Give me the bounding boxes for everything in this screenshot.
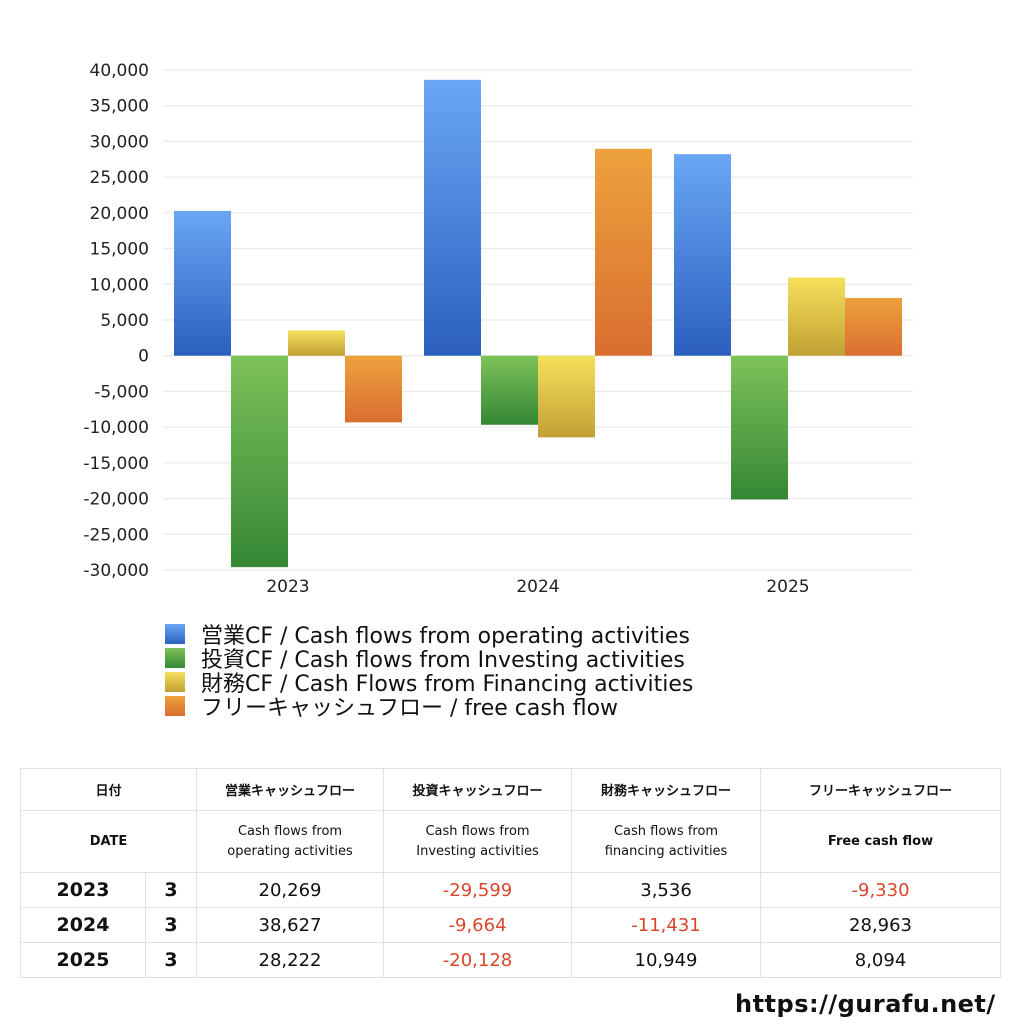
- row-free: 8,094: [760, 942, 1002, 978]
- x-category-label: 2025: [766, 577, 809, 597]
- header-operating-en: Cash flows from operating activities: [196, 810, 385, 873]
- row-financing: 10,949: [571, 942, 762, 978]
- row-operating: 20,269: [196, 872, 385, 908]
- bar-free-2024: [595, 148, 652, 356]
- header-date-en: DATE: [19, 810, 198, 873]
- legend-label-free: フリーキャッシュフロー / free cash flow: [201, 696, 619, 721]
- row-financing: -11,431: [571, 907, 762, 943]
- header-financing-jp: 財務キャッシュフロー: [571, 768, 762, 811]
- bar-financing-2023: [288, 330, 345, 356]
- header-operating-en-line1: Cash flows from: [237, 823, 343, 839]
- bar-operating-2023: [174, 210, 231, 356]
- legend-swatch-investing: [165, 648, 185, 668]
- legend-label-investing: 投資CF / Cash flows from Investing activit…: [201, 648, 685, 673]
- row-month: 3: [144, 942, 198, 978]
- y-tick-label: 15,000: [90, 240, 149, 260]
- bar-investing-2025: [731, 355, 788, 500]
- header-financing-en: Cash flows from financing activities: [571, 810, 762, 873]
- y-tick-label: 20,000: [90, 204, 149, 224]
- legend-label-operating: 営業CF / Cash flows from operating activit…: [201, 624, 690, 649]
- row-operating: 28,222: [196, 942, 385, 978]
- row-month: 3: [144, 872, 198, 908]
- bar-free-2025: [845, 297, 902, 356]
- table-header-row-en: DATE Cash flows from operating activitie…: [19, 810, 1002, 873]
- legend-item-investing: 投資CF / Cash flows from Investing activit…: [165, 646, 865, 673]
- row-operating: 38,627: [196, 907, 385, 943]
- bar-investing-2024: [481, 355, 538, 425]
- row-year: 2025: [20, 942, 146, 978]
- x-category-label: 2024: [516, 577, 559, 597]
- bar-financing-2025: [788, 277, 845, 356]
- legend-label-financing: 財務CF / Cash Flows from Financing activit…: [201, 672, 694, 697]
- table-row: 2023 3 20,269 -29,599 3,536 -9,330: [20, 872, 1002, 908]
- legend-swatch-operating: [165, 624, 185, 644]
- table-row: 2025 3 28,222 -20,128 10,949 8,094: [20, 942, 1002, 978]
- cash-flow-bar-chart: 40,000 35,000 30,000 25,000 20,000 15,000 10,0…: [83, 61, 913, 597]
- row-free: -9,330: [760, 872, 1002, 908]
- table-header-row-jp: 日付 営業キャッシュフロー 投資キャッシュフロー 財務キャッシュフロー フリーキ…: [19, 768, 1002, 811]
- header-free-jp: フリーキャッシュフロー: [760, 768, 1002, 811]
- row-financing: 3,536: [571, 872, 762, 908]
- y-tick-label: 5,000: [100, 311, 149, 331]
- y-tick-label: 10,000: [90, 275, 149, 295]
- header-investing-en-line1: Cash flows from: [425, 823, 530, 839]
- bar-free-2023: [345, 355, 402, 423]
- y-tick-label: 35,000: [90, 97, 149, 117]
- bars: [174, 79, 902, 568]
- y-tick-label: 30,000: [90, 132, 149, 152]
- bar-operating-2025: [674, 154, 731, 356]
- y-axis-ticks: 40,000 35,000 30,000 25,000 20,000 15,000 10,0…: [83, 61, 149, 581]
- header-operating-en-line2: operating activities: [227, 843, 353, 859]
- bar-financing-2024: [538, 355, 595, 438]
- header-investing-en: Cash flows from Investing activities: [383, 810, 573, 873]
- header-financing-en-line2: financing activities: [604, 843, 728, 859]
- y-tick-label: -30,000: [83, 561, 149, 581]
- header-financing-en-line1: Cash flows from: [613, 823, 719, 839]
- bar-investing-2023: [231, 355, 288, 568]
- row-month: 3: [144, 907, 198, 943]
- header-operating-jp: 営業キャッシュフロー: [196, 768, 385, 811]
- row-free: 28,963: [760, 907, 1002, 943]
- header-investing-jp: 投資キャッシュフロー: [383, 768, 573, 811]
- cash-flow-table: 日付 営業キャッシュフロー 投資キャッシュフロー 財務キャッシュフロー フリーキ…: [19, 768, 1002, 978]
- x-axis-categories: 2023 2024 2025: [266, 577, 809, 597]
- legend: 営業CF / Cash flows from operating activit…: [165, 622, 865, 721]
- y-tick-label: -5,000: [94, 382, 149, 402]
- row-investing: -9,664: [383, 907, 573, 943]
- legend-swatch-financing: [165, 672, 185, 692]
- header-investing-en-line2: Investing activities: [416, 843, 539, 859]
- y-tick-label: -25,000: [83, 525, 149, 545]
- row-investing: -29,599: [383, 872, 573, 908]
- legend-swatch-free: [165, 696, 185, 716]
- y-tick-label: -10,000: [83, 418, 149, 438]
- header-free-en: Free cash flow: [760, 810, 1002, 873]
- site-url: https://gurafu.net/: [735, 990, 996, 1018]
- legend-item-free: フリーキャッシュフロー / free cash flow: [165, 694, 865, 721]
- row-year: 2024: [20, 907, 146, 943]
- row-investing: -20,128: [383, 942, 573, 978]
- y-tick-label: -20,000: [83, 490, 149, 510]
- row-year: 2023: [20, 872, 146, 908]
- table-row: 2024 3 38,627 -9,664 -11,431 28,963: [20, 907, 1002, 943]
- y-tick-label: 0: [138, 347, 149, 367]
- header-date-jp: 日付: [19, 768, 198, 811]
- legend-item-operating: 営業CF / Cash flows from operating activit…: [165, 622, 865, 649]
- y-tick-label: 25,000: [90, 168, 149, 188]
- legend-item-financing: 財務CF / Cash Flows from Financing activit…: [165, 670, 865, 697]
- y-tick-label: -15,000: [83, 454, 149, 474]
- bar-operating-2024: [424, 79, 481, 356]
- x-category-label: 2023: [266, 577, 309, 597]
- y-tick-label: 40,000: [90, 61, 149, 81]
